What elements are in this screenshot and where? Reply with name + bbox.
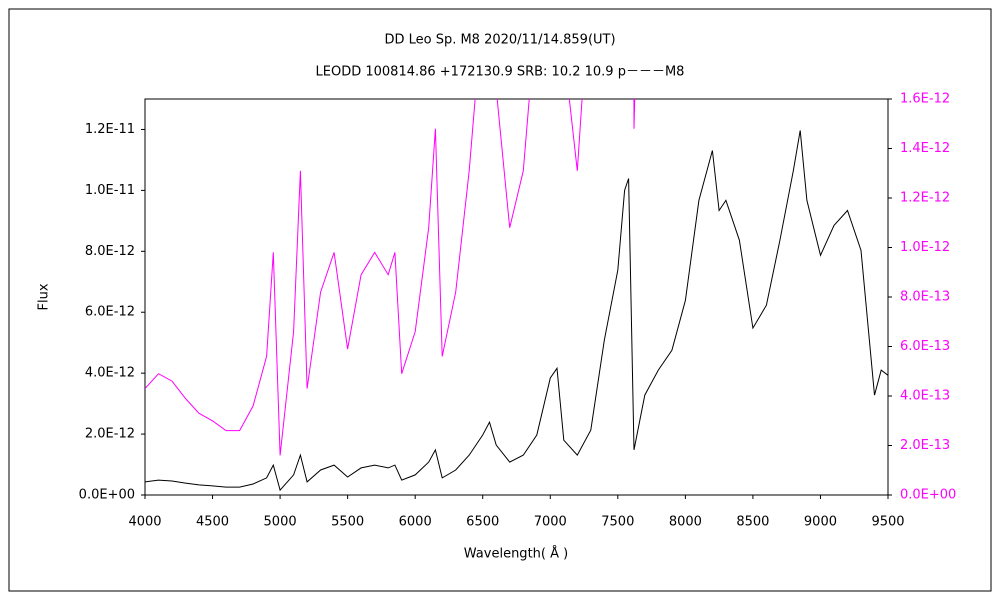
y-tick-label: 1.2E-11 [85,122,135,137]
y-tick-label: 1.0E-11 [85,183,135,198]
y2-tick-label: 1.0E-12 [900,240,950,255]
chart-border [8,8,992,592]
y2-tick-label: 1.2E-12 [900,191,950,206]
chart-title: DD Leo Sp. M8 2020/11/14.859(UT) [384,33,615,48]
y2-tick-label: 2.0E-13 [900,438,950,453]
x-tick-label: 4500 [196,515,229,530]
x-tick-label: 6000 [399,515,432,530]
x-tick-label: 4000 [128,515,161,530]
x-tick-label: 8500 [736,515,769,530]
y-tick-label: 4.0E-12 [85,366,135,381]
y2-tick-label: 1.4E-12 [900,141,950,156]
y2-tick-label: 1.6E-12 [900,92,950,107]
y-tick-label: 2.0E-12 [85,427,135,442]
x-tick-label: 7000 [534,515,567,530]
y2-tick-label: 8.0E-13 [900,290,950,305]
x-tick-label: 8000 [669,515,702,530]
chart-subtitle: LEODD 100814.86 +172130.9 SRB: 10.2 10.9… [316,65,685,80]
plot-lines [145,99,888,492]
y2-tick-label: 6.0E-13 [900,339,950,354]
y-axis-label: Flux [37,283,52,310]
x-axis-label: Wavelength( Å ) [464,546,568,562]
series-line [145,130,888,492]
y2-tick-label: 0.0E+00 [900,488,956,503]
x-tick-label: 5000 [264,515,297,530]
y-tick-label: 8.0E-12 [85,244,135,259]
x-tick-label: 9000 [804,515,837,530]
x-tick-label: 7500 [601,515,634,530]
y-tick-label: 0.0E+00 [79,488,135,503]
y2-tick-label: 4.0E-13 [900,389,950,404]
x-tick-label: 5500 [331,515,364,530]
x-tick-label: 9500 [871,515,904,530]
series-line [145,99,636,456]
y-tick-label: 6.0E-12 [85,305,135,320]
x-tick-label: 6500 [466,515,499,530]
